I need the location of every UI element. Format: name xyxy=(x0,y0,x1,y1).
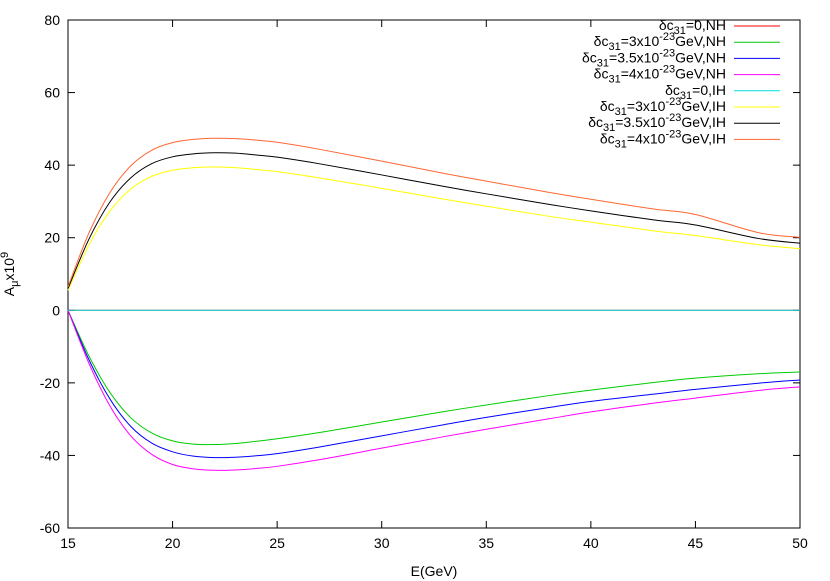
x-tick-label: 35 xyxy=(478,535,494,551)
x-tick-label: 45 xyxy=(688,535,704,551)
y-tick-label: 40 xyxy=(44,157,60,173)
y-tick-label: -40 xyxy=(40,447,60,463)
series-line xyxy=(67,166,801,291)
x-tick-label: 30 xyxy=(374,535,390,551)
x-tick-label: 15 xyxy=(60,535,76,551)
legend-label: δc31=4x10-23GeV,NH xyxy=(594,64,726,86)
series-line xyxy=(67,310,801,471)
legend: δc31=0,NHδc31=3x10-23GeV,NHδc31=3.5x10-2… xyxy=(582,17,780,150)
legend-label: δc31=3.5x10-23GeV,IH xyxy=(588,112,726,134)
x-tick-label: 40 xyxy=(583,535,599,551)
series-group xyxy=(67,137,801,471)
plot-frame xyxy=(67,19,801,529)
axis-ticks: 15 20 25 30 35 40 45 50 -60 -40 -20 0 20 40 60 80 xyxy=(40,12,808,551)
legend-label: δc31=3.5x10-23GeV,NH xyxy=(582,47,726,69)
y-tick-label: 0 xyxy=(52,302,60,318)
legend-label: δc31=3x10-23GeV,IH xyxy=(600,96,726,118)
series-line xyxy=(67,310,801,446)
y-axis-label: Aμx109 xyxy=(0,252,21,296)
y-tick-label: 20 xyxy=(44,230,60,246)
x-tick-label: 20 xyxy=(165,535,181,551)
legend-label: δc31=4x10-23GeV,IH xyxy=(600,128,726,150)
legend-label: δc31=3x10-23GeV,NH xyxy=(594,31,726,53)
y-tick-label: 80 xyxy=(44,12,60,28)
y-tick-label: -60 xyxy=(40,520,60,536)
legend-label: δc31=0,NH xyxy=(659,17,726,37)
x-tick-label: 50 xyxy=(792,535,808,551)
legend-label: δc31=0,IH xyxy=(665,82,726,102)
y-tick-label: 60 xyxy=(44,85,60,101)
series-line xyxy=(67,310,801,459)
y-tick-label: -20 xyxy=(40,375,60,391)
x-tick-label: 25 xyxy=(269,535,285,551)
series-line xyxy=(67,137,801,287)
series-line xyxy=(67,152,801,289)
x-axis-label: E(GeV) xyxy=(411,563,458,579)
